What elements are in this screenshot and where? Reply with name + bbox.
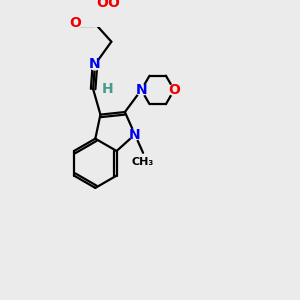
Text: N: N xyxy=(89,58,101,71)
Text: CH₃: CH₃ xyxy=(132,158,154,167)
Circle shape xyxy=(89,59,100,70)
Circle shape xyxy=(169,85,180,95)
Circle shape xyxy=(136,85,147,95)
Circle shape xyxy=(100,0,111,9)
Text: N: N xyxy=(136,83,147,97)
Text: O: O xyxy=(69,16,81,31)
Text: O⁻: O⁻ xyxy=(108,0,127,11)
Circle shape xyxy=(129,129,140,140)
Text: O⁻: O⁻ xyxy=(96,0,116,11)
Text: N: N xyxy=(129,128,141,142)
Text: O: O xyxy=(168,83,180,97)
Circle shape xyxy=(69,18,80,29)
Text: H: H xyxy=(101,82,113,96)
